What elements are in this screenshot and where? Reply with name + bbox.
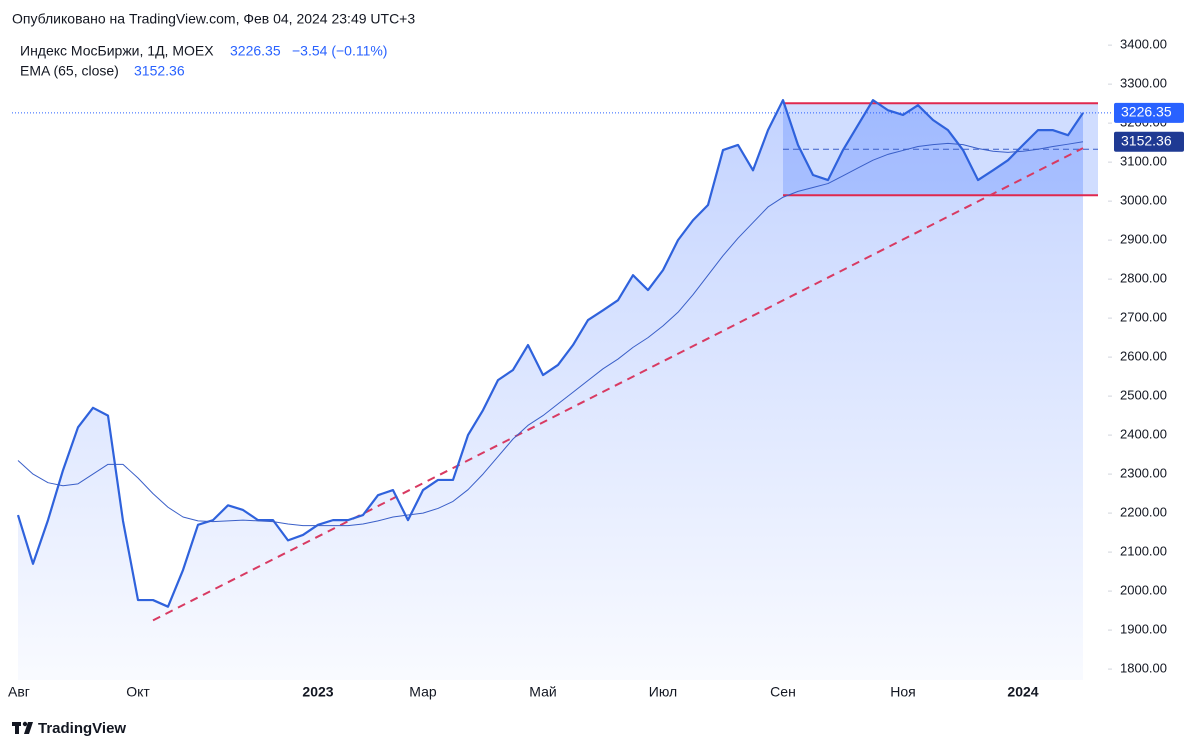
x-tick-label: Мар: [409, 684, 437, 700]
x-tick-label: Авг: [8, 684, 30, 700]
y-tick-label: 3300.00: [1120, 76, 1167, 91]
y-tick-label: 2000.00: [1120, 583, 1167, 598]
y-tick-label: 2200.00: [1120, 505, 1167, 520]
y-tick-label: 2400.00: [1120, 427, 1167, 442]
x-tick-label: 2023: [302, 684, 333, 700]
ema-value: 3152.36: [134, 63, 185, 79]
y-tick-label: 3400.00: [1120, 37, 1167, 52]
published-note: Опубликовано на TradingView.com, Фев 04,…: [12, 11, 415, 27]
x-tick-label: Ноя: [890, 684, 915, 700]
y-tick-label: 1900.00: [1120, 622, 1167, 637]
y-tick-label: 2700.00: [1120, 310, 1167, 325]
x-tick-label: Июл: [649, 684, 677, 700]
y-tick-label: 2900.00: [1120, 232, 1167, 247]
x-tick-label: Сен: [770, 684, 796, 700]
x-tick-label: Май: [529, 684, 556, 700]
price-area: [18, 100, 1083, 680]
indicator-label: EMA (65, close): [20, 63, 119, 79]
y-tick-label: 2100.00: [1120, 544, 1167, 559]
trendline: [152, 147, 1084, 622]
ema-line: [17, 141, 1084, 527]
y-tick-label: 2800.00: [1120, 271, 1167, 286]
last-price: 3226.35: [230, 43, 281, 59]
y-tick-label: 2300.00: [1120, 466, 1167, 481]
instrument-label: Индекс МосБиржи, 1Д, MOEX: [20, 43, 214, 59]
ema-axis-label: 3152.36: [1121, 132, 1172, 148]
y-tick-label: 3100.00: [1120, 154, 1167, 169]
brand-name: TradingView: [38, 720, 126, 737]
ema-box: [1114, 131, 1184, 152]
x-tick-label: Окт: [126, 684, 150, 700]
y-tick-label: 2600.00: [1120, 349, 1167, 364]
brand-logo: [12, 721, 33, 734]
price-change: −3.54 (−0.11%): [292, 43, 387, 59]
y-tick-label: 3000.00: [1120, 193, 1167, 208]
last-price-box: [1114, 102, 1184, 123]
plot-area: 1800.00 1900.00 2000.00 2100.00 2200.00 2300.…: [8, 37, 1184, 700]
x-tick-label: 2024: [1007, 684, 1038, 700]
y-tick-label: 2500.00: [1120, 388, 1167, 403]
price-line: [16, 99, 1084, 608]
channel-box: [783, 103, 1098, 196]
y-tick-label: 1800.00: [1120, 661, 1167, 676]
last-price-axis-label: 3226.35: [1121, 104, 1172, 120]
